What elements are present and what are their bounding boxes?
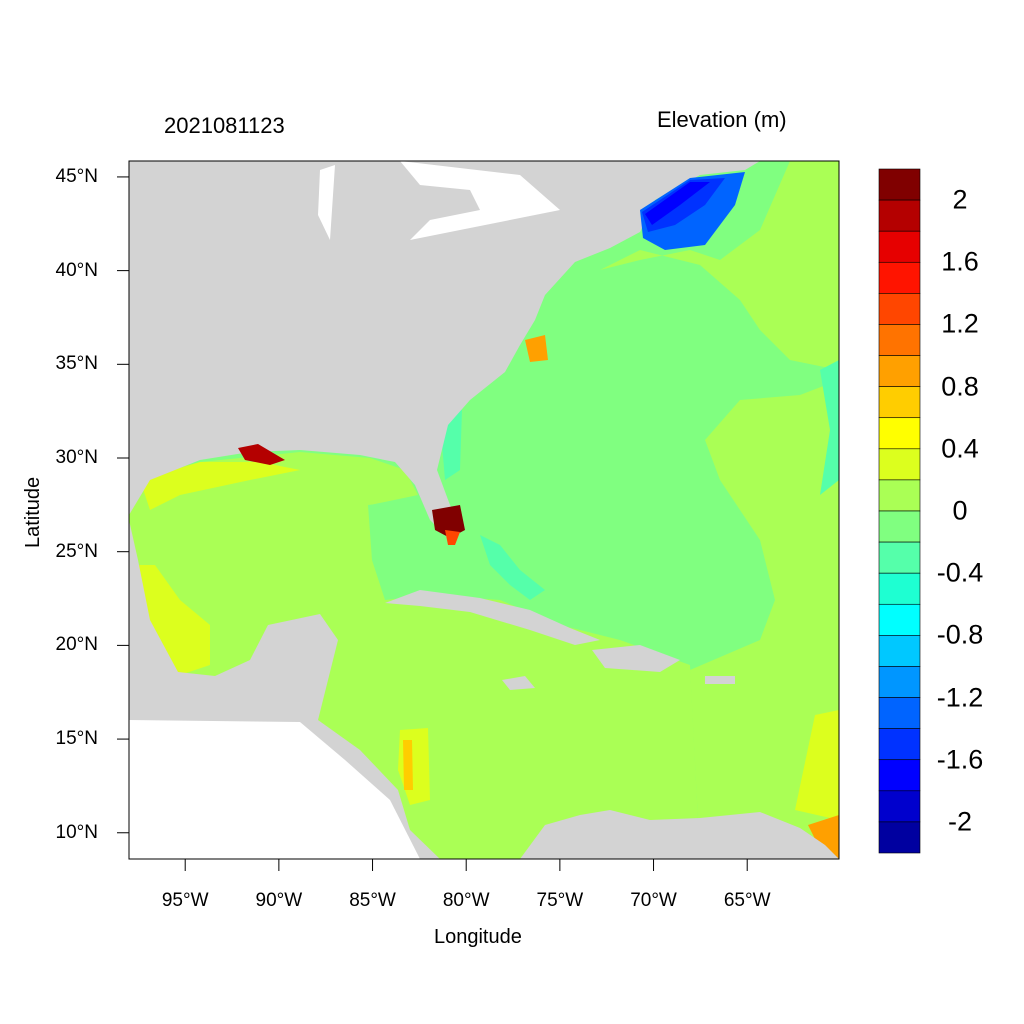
colorbar-swatch: [878, 324, 921, 356]
nicaragua-coast-high: [403, 740, 413, 790]
florida-straits-region: [368, 500, 620, 640]
x-tick-label: 85°W: [349, 890, 396, 911]
colorbar-swatch: [878, 603, 921, 636]
trinidad-coast-orange: [808, 815, 839, 859]
x-axis-label: Longitude: [434, 926, 522, 948]
colorbar-swatch: [878, 635, 921, 667]
louisiana-surge: [238, 444, 285, 465]
colorbar-label: -0.8: [936, 619, 984, 650]
south-america-land: [520, 810, 839, 859]
colorbar-label: -2: [947, 806, 973, 837]
colorbar-swatch: [878, 168, 921, 201]
colorbar-swatch: [878, 199, 921, 232]
y-tick-label: 35°N: [55, 353, 98, 375]
cyan-east-band: [820, 360, 839, 495]
colorbar-swatch: [878, 821, 921, 854]
colorbar-swatch: [878, 386, 921, 419]
colorbar-swatch: [878, 728, 921, 761]
bahamas-shallows: [480, 535, 545, 600]
colorbar: [878, 168, 921, 854]
x-tick-label: 90°W: [255, 890, 303, 911]
east-atlantic-region: [690, 380, 839, 859]
colorbar-swatch: [878, 541, 921, 574]
colorbar-label: 0: [952, 495, 968, 526]
pacific-nodata: [129, 720, 420, 859]
gulf-of-maine-lower: [642, 178, 725, 232]
y-tick-label: 25°N: [55, 540, 98, 562]
colorbar-label: 1.6: [941, 246, 979, 277]
y-tick-label: 15°N: [55, 728, 98, 750]
colorbar-swatch: [878, 790, 921, 823]
y-tick-label: 45°N: [55, 165, 98, 187]
hispaniola-land: [592, 645, 680, 672]
ne-atlantic-region: [580, 161, 839, 370]
x-tick-label: 70°W: [630, 890, 677, 911]
y-tick-label: 20°N: [55, 634, 98, 656]
x-tick-label: 65°W: [723, 890, 771, 911]
colorbar-swatch: [878, 759, 921, 792]
colorbar-swatch: [878, 417, 921, 450]
gulf-of-maine-lowest: [645, 182, 710, 225]
carolina-coast-orange: [525, 335, 548, 362]
y-tick-label: 30°N: [55, 447, 98, 468]
x-tick-label: 95°W: [161, 890, 209, 911]
y-tick-label: 40°N: [55, 259, 98, 281]
timestamp-title: 2021081123: [164, 113, 285, 138]
great-lakes: [318, 161, 560, 240]
jamaica-land: [502, 676, 535, 690]
louisiana-coast-yellow: [140, 462, 300, 510]
colorbar-swatch: [878, 666, 921, 698]
x-tick-label: 75°W: [536, 890, 584, 911]
axis-ticks: [117, 176, 748, 871]
west-gulf-yellow: [134, 565, 210, 675]
florida-surge-tip: [445, 530, 460, 545]
colorbar-label: 0.4: [941, 433, 979, 464]
colorbar-swatch: [878, 697, 921, 729]
colorbar-label: 1.2: [941, 308, 979, 339]
colorbar-label: -1.6: [936, 744, 984, 775]
y-tick-label: 10°N: [55, 821, 98, 843]
colorbar-swatch: [878, 572, 921, 605]
puerto-rico-land: [705, 676, 735, 684]
field-title: Elevation (m): [657, 107, 787, 132]
colorbar-swatch: [878, 448, 921, 481]
colorbar-label: 2: [952, 184, 968, 215]
colorbar-swatch: [878, 261, 921, 294]
colorbar-label: 0.8: [941, 371, 979, 402]
colorbar-label: -1.2: [936, 682, 984, 713]
colorbar-swatch: [878, 355, 921, 387]
colorbar-label: -0.4: [936, 557, 984, 588]
colorbar-swatch: [878, 479, 921, 512]
colorbar-swatch: [878, 510, 921, 543]
colorbar-swatch: [878, 230, 921, 263]
cuba-land: [385, 590, 600, 645]
plot-frame: [128, 160, 840, 860]
x-tick-label: 80°W: [442, 890, 490, 911]
florida-surge-high: [432, 505, 465, 538]
trinidad-coast-yellow: [795, 710, 839, 820]
colorbar-swatch: [878, 293, 921, 325]
north-america-land: [129, 161, 760, 540]
